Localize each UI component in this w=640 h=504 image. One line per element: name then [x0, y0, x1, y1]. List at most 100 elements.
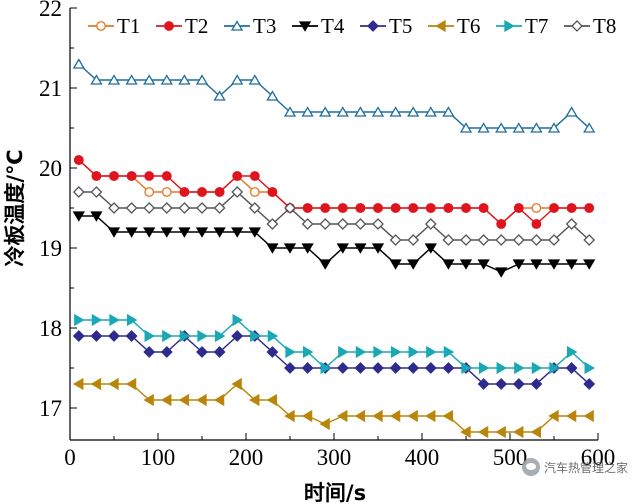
data-point-T1 [249, 187, 260, 197]
series-T7 [74, 313, 595, 375]
data-point-T3 [319, 106, 332, 117]
data-point-T7 [179, 329, 191, 343]
data-point-T6 [407, 409, 418, 423]
data-point-T2 [408, 203, 419, 213]
plot-area [72, 58, 596, 439]
data-point-T8 [213, 202, 226, 214]
legend-label: T1 [117, 14, 140, 38]
data-point-T3 [530, 122, 543, 133]
data-point-T8 [266, 218, 279, 230]
x-tick-label: 300 [317, 445, 352, 470]
data-point-T4 [301, 243, 314, 254]
y-tick-label: 21 [39, 76, 62, 101]
legend-item-T2: T2 [156, 14, 208, 38]
data-point-T6 [495, 425, 506, 439]
data-point-T7 [320, 361, 331, 375]
data-point-T5 [284, 362, 296, 374]
data-point-T4 [371, 243, 385, 254]
data-point-T4 [319, 259, 332, 270]
data-point-T6 [284, 409, 295, 423]
legend-swatch-marker [504, 19, 515, 33]
x-axis-label: 时间/s [304, 481, 366, 504]
data-point-T8 [301, 218, 314, 230]
data-point-T8 [583, 234, 596, 246]
data-point-T2 [267, 187, 278, 197]
data-point-T5 [125, 330, 138, 342]
legend-item-T7: T7 [496, 14, 548, 38]
legend-item-T5: T5 [360, 14, 412, 38]
legend-label: T8 [593, 14, 616, 38]
data-point-T7 [250, 329, 261, 343]
data-point-T5 [108, 330, 120, 342]
data-point-T1 [161, 187, 172, 197]
data-point-T8 [72, 186, 85, 198]
data-point-T2 [91, 171, 102, 181]
data-point-T3 [459, 122, 473, 133]
data-point-T4 [178, 227, 191, 238]
data-point-T4 [160, 227, 173, 238]
data-point-T5 [495, 378, 508, 390]
data-point-T7 [566, 345, 578, 359]
data-point-T8 [565, 218, 578, 230]
legend: T1 T2 T3 T4 T5 T6 T7 T8 [88, 14, 616, 38]
data-point-T4 [72, 211, 85, 222]
data-point-T5 [231, 330, 244, 342]
data-point-T2 [214, 187, 225, 197]
data-point-T3 [231, 74, 244, 85]
series-line-T3 [78, 63, 590, 129]
data-point-T8 [284, 202, 296, 214]
data-point-T2 [161, 171, 172, 181]
data-point-T7 [285, 345, 296, 359]
data-point-T6 [249, 393, 260, 407]
data-point-T7 [126, 313, 138, 327]
data-point-T8 [160, 202, 173, 214]
legend-item-T4: T4 [292, 14, 345, 38]
y-tick-label: 17 [39, 396, 62, 421]
data-point-T2 [337, 203, 348, 213]
legend-label: T2 [185, 14, 208, 38]
data-point-T3 [407, 106, 420, 117]
data-point-T6 [108, 377, 119, 391]
data-point-T3 [195, 74, 209, 85]
data-point-T4 [477, 259, 490, 270]
data-point-T6 [530, 425, 542, 439]
series-line-T7 [78, 319, 590, 369]
data-point-T5 [477, 378, 490, 390]
data-point-T3 [90, 74, 103, 85]
data-point-T5 [530, 378, 543, 390]
data-point-T6 [213, 393, 225, 407]
data-point-T7 [426, 345, 437, 359]
data-point-T6 [161, 393, 172, 407]
data-point-T3 [336, 106, 349, 117]
data-point-T3 [266, 90, 279, 101]
data-point-T7 [214, 329, 226, 343]
watermark: 汽车热管理之家 [521, 458, 628, 476]
data-point-T3 [583, 122, 596, 133]
data-point-T8 [372, 218, 384, 230]
data-point-T2 [566, 203, 577, 213]
data-point-T4 [389, 259, 402, 270]
data-point-T3 [477, 122, 490, 133]
wechat-logo-icon [521, 458, 540, 476]
data-point-T2 [197, 187, 207, 197]
data-point-T6 [231, 377, 242, 391]
axes: 0 100 200 300 400 500 600 17 18 19 20 21 22 [39, 0, 615, 470]
data-point-T4 [583, 259, 596, 270]
data-point-T4 [530, 259, 543, 270]
series-T8 [72, 186, 596, 246]
data-point-T8 [231, 186, 244, 198]
data-point-T6 [125, 377, 137, 391]
legend-item-T3: T3 [224, 14, 276, 38]
y-axis-label: 冷板温度/℃ [3, 149, 27, 266]
data-point-T5 [424, 362, 437, 374]
data-point-T6 [477, 425, 489, 439]
legend-swatch-marker [367, 20, 379, 32]
data-point-T7 [109, 313, 120, 327]
data-point-T7 [390, 345, 402, 359]
data-point-T3 [160, 74, 173, 85]
data-point-T8 [196, 202, 208, 214]
data-point-T4 [107, 227, 121, 238]
legend-swatch-marker [571, 20, 583, 32]
legend-swatch-marker [230, 20, 244, 31]
data-point-T4 [512, 259, 525, 270]
